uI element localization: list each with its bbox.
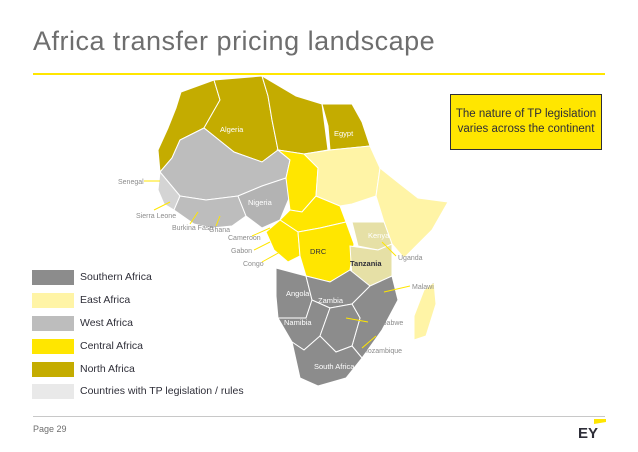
legend-label: North Africa <box>80 363 135 375</box>
label-congo: Congo <box>243 261 264 268</box>
region-madagascar <box>413 281 437 341</box>
label-angola: Angola <box>286 289 310 298</box>
region-south-africa <box>291 335 363 387</box>
label-nigeria: Nigeria <box>248 198 273 207</box>
legend-label: West Africa <box>80 317 133 329</box>
label-sierra-leone: Sierra Leone <box>136 213 176 220</box>
legend-label: East Africa <box>80 294 131 306</box>
label-kenya: Kenya <box>368 231 390 240</box>
svg-text:EY: EY <box>578 425 598 439</box>
ey-logo: EY <box>578 419 606 439</box>
legend-swatch-tp-rules <box>32 384 74 399</box>
label-uganda: Uganda <box>398 255 423 262</box>
label-senegal: Senegal <box>118 179 144 186</box>
label-namibia: Namibia <box>284 318 312 327</box>
label-drc: DRC <box>310 247 327 256</box>
external-labels: Senegal Sierra Leone Burkina Faso Ghana … <box>118 179 434 355</box>
label-gabon: Gabon <box>231 248 252 255</box>
label-zimbabwe: Zimbabwe <box>371 320 403 327</box>
page-title: Africa transfer pricing landscape <box>33 26 436 56</box>
label-mozambique: Mozambique <box>362 348 402 355</box>
legend-item-southern-africa: Southern Africa <box>32 270 292 287</box>
title-underline <box>33 73 605 75</box>
region-egypt <box>321 103 371 151</box>
legend-swatch-east-africa <box>32 293 74 308</box>
legend-item-tp-rules: Countries with TP legislation / rules <box>32 384 292 401</box>
callout-box: The nature of TP legislation varies acro… <box>450 94 602 150</box>
label-south-africa: South Africa <box>314 362 355 371</box>
label-algeria: Algeria <box>220 125 244 134</box>
legend-item-north-africa: North Africa <box>32 362 292 379</box>
legend-swatch-southern-africa <box>32 270 74 285</box>
label-burkina-faso: Burkina Faso <box>172 225 213 232</box>
region-west-africa-south <box>173 195 247 229</box>
label-malawi: Malawi <box>412 284 434 291</box>
legend-item-west-africa: West Africa <box>32 316 292 333</box>
legend-swatch-central-africa <box>32 339 74 354</box>
label-ghana: Ghana <box>209 227 230 234</box>
legend-swatch-west-africa <box>32 316 74 331</box>
label-egypt: Egypt <box>334 129 354 138</box>
label-arrows <box>144 180 411 349</box>
legend-label: Central Africa <box>80 340 144 352</box>
legend-swatch-north-africa <box>32 362 74 377</box>
legend-item-east-africa: East Africa <box>32 293 292 310</box>
callout-text: The nature of TP legislation varies acro… <box>455 108 597 135</box>
legend-label: Southern Africa <box>80 271 152 283</box>
label-zambia: Zambia <box>318 296 344 305</box>
label-tanzania: Tanzania <box>350 259 382 268</box>
legend-label: Countries with TP legislation / rules <box>80 385 244 397</box>
page-number: Page 29 <box>33 424 67 434</box>
legend-item-central-africa: Central Africa <box>32 339 292 356</box>
region-nigeria <box>237 177 291 229</box>
country-labels: Algeria Egypt Nigeria DRC Kenya Tanzania… <box>220 125 390 371</box>
label-cameroon: Cameroon <box>228 235 261 242</box>
footer-divider <box>33 416 605 417</box>
